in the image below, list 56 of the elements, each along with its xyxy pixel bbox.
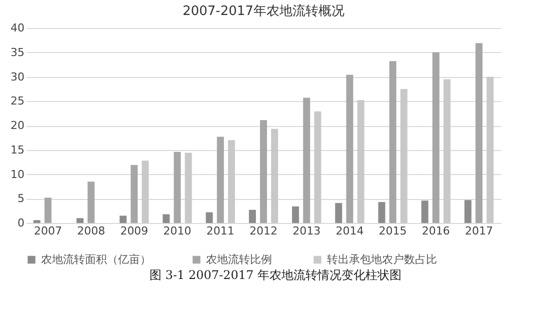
bar xyxy=(174,152,181,223)
bar xyxy=(271,128,278,223)
y-tick-label: 25 xyxy=(10,94,24,108)
bar xyxy=(432,52,440,223)
bar xyxy=(464,200,472,223)
x-tick-label: 2013 xyxy=(292,224,321,238)
bar xyxy=(120,216,127,223)
bar xyxy=(184,152,192,223)
bar xyxy=(378,202,386,223)
bar xyxy=(314,111,322,223)
bar xyxy=(33,220,40,223)
x-tick-label: 2012 xyxy=(250,224,278,238)
legend-label: 转出承包地农户数占比 xyxy=(327,252,437,266)
bar xyxy=(88,182,95,223)
y-tick-label: 35 xyxy=(10,46,24,59)
x-tick-label: 2007 xyxy=(34,224,62,238)
bar xyxy=(162,214,170,223)
x-tick-label: 2011 xyxy=(206,224,234,238)
x-tick-label: 2008 xyxy=(77,224,106,238)
y-tick-label: 30 xyxy=(10,70,24,84)
bar xyxy=(444,79,450,223)
bar xyxy=(260,120,267,223)
bar xyxy=(303,98,310,223)
legend-label: 农地流转面积（亿亩） xyxy=(41,252,151,266)
bar xyxy=(206,212,213,223)
x-tick-label: 2010 xyxy=(163,224,192,238)
bar xyxy=(389,61,396,223)
bar xyxy=(346,74,354,223)
bar xyxy=(44,198,52,223)
bar xyxy=(476,43,483,223)
bar xyxy=(486,76,494,223)
y-tick-label: 0 xyxy=(18,216,24,230)
bar xyxy=(142,160,149,223)
bar xyxy=(292,206,300,223)
x-tick-label: 2009 xyxy=(120,224,148,238)
y-tick-label: 20 xyxy=(10,119,24,132)
bar xyxy=(130,164,138,223)
bar xyxy=(216,136,224,223)
y-tick-label: 40 xyxy=(10,22,24,34)
x-tick-label: 2017 xyxy=(465,224,494,238)
bar xyxy=(248,210,256,223)
bar xyxy=(400,88,408,223)
bar xyxy=(421,200,428,223)
bar xyxy=(357,100,364,223)
x-tick-label: 2016 xyxy=(422,224,450,238)
x-tick-label: 2015 xyxy=(378,224,407,238)
y-tick-label: 15 xyxy=(10,143,24,156)
caption: 图 3-1 2007-2017 年农地流转情况变化柱状图 xyxy=(148,267,402,284)
chart-title: 2007-2017年农地流转概况 xyxy=(182,3,344,19)
bar xyxy=(335,203,342,223)
x-tick-label: 2014 xyxy=(336,224,364,238)
y-tick-label: 10 xyxy=(10,168,24,181)
legend-label: 农地流转比例 xyxy=(206,252,272,266)
bar xyxy=(76,218,84,223)
bar xyxy=(228,140,235,223)
y-tick-label: 5 xyxy=(18,192,24,206)
